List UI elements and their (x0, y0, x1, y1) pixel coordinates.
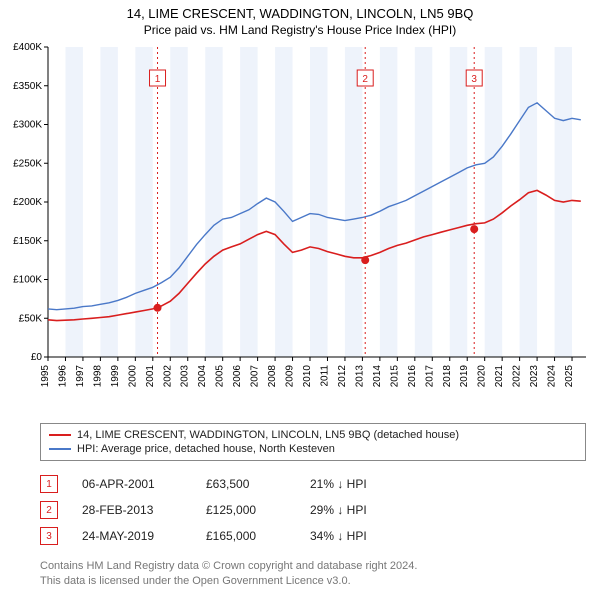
marker-table-price: £125,000 (206, 503, 286, 517)
footer-attribution: Contains HM Land Registry data © Crown c… (40, 559, 586, 589)
legend-row: HPI: Average price, detached house, Nort… (49, 442, 577, 456)
svg-text:£150K: £150K (13, 236, 42, 247)
svg-text:1998: 1998 (92, 365, 103, 388)
marker-table-delta: 34% ↓ HPI (310, 529, 410, 543)
marker-table-date: 24-MAY-2019 (82, 529, 182, 543)
svg-text:1996: 1996 (57, 365, 68, 388)
svg-text:2018: 2018 (442, 365, 453, 388)
marker-table: 1 06-APR-2001 £63,500 21% ↓ HPI 2 28-FEB-2013… (40, 471, 586, 549)
footer-line-1: Contains HM Land Registry data © Crown c… (40, 559, 586, 574)
svg-text:2014: 2014 (372, 365, 383, 388)
marker-table-date: 28-FEB-2013 (82, 503, 182, 517)
svg-text:2009: 2009 (285, 365, 296, 388)
svg-text:2001: 2001 (145, 365, 156, 388)
svg-text:2003: 2003 (180, 365, 191, 388)
svg-text:2025: 2025 (564, 365, 575, 388)
page-container: 14, LIME CRESCENT, WADDINGTON, LINCOLN, … (0, 0, 600, 589)
svg-text:2000: 2000 (127, 365, 138, 388)
svg-text:2002: 2002 (162, 365, 173, 388)
legend-label: 14, LIME CRESCENT, WADDINGTON, LINCOLN, … (77, 429, 459, 441)
marker-table-row: 1 06-APR-2001 £63,500 21% ↓ HPI (40, 471, 586, 497)
svg-text:2010: 2010 (302, 365, 313, 388)
svg-text:2012: 2012 (337, 365, 348, 388)
marker-dot-2 (361, 256, 369, 264)
svg-text:2011: 2011 (319, 365, 330, 387)
marker-table-row: 2 28-FEB-2013 £125,000 29% ↓ HPI (40, 497, 586, 523)
svg-text:3: 3 (471, 74, 477, 85)
svg-text:1997: 1997 (75, 365, 86, 388)
svg-text:£100K: £100K (13, 275, 42, 286)
chart-title-2: Price paid vs. HM Land Registry's House … (0, 23, 600, 37)
svg-text:£400K: £400K (13, 42, 42, 53)
svg-text:2013: 2013 (354, 365, 365, 388)
chart-area: £0 £50K £100K £150K £200K £250K £300K £350K £400… (0, 37, 600, 417)
svg-text:2021: 2021 (494, 365, 505, 388)
marker-table-badge: 2 (40, 501, 58, 519)
legend: 14, LIME CRESCENT, WADDINGTON, LINCOLN, … (40, 423, 586, 461)
footer-line-2: This data is licensed under the Open Gov… (40, 574, 586, 589)
legend-swatch (49, 448, 71, 450)
legend-swatch (49, 434, 71, 436)
chart-titles: 14, LIME CRESCENT, WADDINGTON, LINCOLN, … (0, 0, 600, 37)
svg-text:2019: 2019 (459, 365, 470, 388)
chart-svg: £0 £50K £100K £150K £200K £250K £300K £350K £400… (0, 37, 600, 417)
svg-text:2006: 2006 (232, 365, 243, 388)
chart-title-1: 14, LIME CRESCENT, WADDINGTON, LINCOLN, … (0, 6, 600, 21)
legend-row: 14, LIME CRESCENT, WADDINGTON, LINCOLN, … (49, 428, 577, 442)
marker-dot-1 (154, 304, 162, 312)
svg-text:2017: 2017 (424, 365, 435, 388)
svg-text:2022: 2022 (512, 365, 523, 388)
svg-text:£200K: £200K (13, 197, 42, 208)
svg-text:1: 1 (155, 74, 161, 85)
marker-table-badge: 1 (40, 475, 58, 493)
svg-text:2005: 2005 (215, 365, 226, 388)
svg-text:2015: 2015 (389, 365, 400, 388)
marker-table-badge: 3 (40, 527, 58, 545)
svg-text:2020: 2020 (477, 365, 488, 388)
svg-text:2023: 2023 (529, 365, 540, 388)
svg-text:£250K: £250K (13, 158, 42, 169)
svg-text:1999: 1999 (110, 365, 121, 388)
legend-label: HPI: Average price, detached house, Nort… (77, 443, 335, 455)
svg-text:2004: 2004 (197, 365, 208, 388)
svg-text:£50K: £50K (19, 313, 43, 324)
marker-table-date: 06-APR-2001 (82, 477, 182, 491)
marker-dot-3 (470, 225, 478, 233)
marker-table-row: 3 24-MAY-2019 £165,000 34% ↓ HPI (40, 523, 586, 549)
marker-table-delta: 21% ↓ HPI (310, 477, 410, 491)
marker-table-delta: 29% ↓ HPI (310, 503, 410, 517)
svg-text:£0: £0 (31, 352, 43, 363)
svg-text:1995: 1995 (40, 365, 51, 388)
svg-text:2: 2 (362, 74, 368, 85)
svg-text:£350K: £350K (13, 81, 42, 92)
svg-text:2007: 2007 (250, 365, 261, 388)
svg-text:2016: 2016 (407, 365, 418, 388)
svg-text:2008: 2008 (267, 365, 278, 388)
marker-table-price: £165,000 (206, 529, 286, 543)
svg-text:2024: 2024 (547, 365, 558, 388)
marker-table-price: £63,500 (206, 477, 286, 491)
svg-text:£300K: £300K (13, 120, 42, 131)
